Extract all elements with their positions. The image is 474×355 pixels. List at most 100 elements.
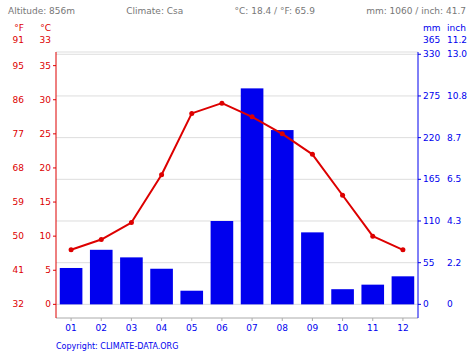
bar	[392, 276, 415, 304]
y-tick	[53, 202, 56, 203]
y2-alt-unit: inch	[447, 23, 466, 33]
point	[69, 247, 74, 252]
x-tick-label: 03	[126, 323, 137, 333]
y-axis-line	[56, 52, 57, 318]
y2-tick-label: 275	[423, 91, 440, 101]
bar	[331, 289, 354, 304]
y2-tick-label: 110	[423, 216, 440, 226]
y-alt-tick-label: 77	[13, 129, 24, 139]
x-tick	[372, 318, 373, 321]
x-tick-label: 01	[65, 323, 76, 333]
x-tick	[312, 318, 313, 321]
grid-line	[56, 220, 418, 221]
y2-tick-label: 220	[423, 133, 440, 143]
y-tick-label: 30	[40, 95, 52, 105]
y2-alt-tick-label: 0	[447, 299, 453, 309]
y-tick-label: 20	[40, 163, 52, 173]
y2-alt-max: 11.2	[447, 35, 467, 45]
y-alt-tick-label: 59	[13, 197, 25, 207]
x-axis-line	[56, 318, 418, 319]
bar	[361, 285, 384, 305]
y-tick-label: 0	[45, 299, 51, 309]
y-tick	[53, 270, 56, 271]
y2-tick-label: 165	[423, 174, 440, 184]
y-alt-unit: °F	[14, 23, 24, 33]
y2-alt-tick-label: 2.2	[447, 258, 461, 268]
y2-alt-tick-label: 13.0	[447, 49, 467, 59]
y-alt-tick-label: 32	[13, 299, 24, 309]
x-tick	[131, 318, 132, 321]
bar	[90, 250, 113, 305]
annotation: mm: 1060 / inch: 41.7	[366, 6, 466, 16]
x-tick-label: 06	[216, 323, 228, 333]
x-tick	[101, 318, 102, 321]
y2-tick	[418, 262, 421, 263]
x-tick	[221, 318, 222, 321]
bar	[60, 268, 83, 304]
frame-top	[56, 52, 418, 53]
x-tick-label: 05	[186, 323, 197, 333]
y2-axis-line	[418, 52, 419, 318]
x-tick-label: 07	[246, 323, 257, 333]
y-tick	[53, 99, 56, 100]
y2-tick-label: 330	[423, 49, 440, 59]
point	[280, 131, 285, 136]
x-tick	[282, 318, 283, 321]
bar	[211, 221, 234, 304]
grid-line	[56, 95, 418, 96]
point	[99, 237, 104, 242]
x-tick	[402, 318, 403, 321]
grid-line	[56, 54, 418, 55]
y2-tick-label: 0	[423, 299, 429, 309]
point	[189, 111, 194, 116]
y2-alt-tick-label: 4.3	[447, 216, 461, 226]
point	[129, 220, 134, 225]
y2-alt-tick-label: 8.7	[447, 133, 461, 143]
annotation: °C: 18.4 / °F: 65.9	[235, 6, 316, 16]
y-tick-label: 10	[40, 231, 52, 241]
y-alt-tick-label: 50	[13, 231, 25, 241]
y-tick	[53, 236, 56, 237]
y-alt-tick-label: 95	[13, 61, 24, 71]
y2-tick	[418, 179, 421, 180]
y-tick	[53, 65, 56, 66]
y-tick	[53, 304, 56, 305]
y2-tick	[418, 54, 421, 55]
x-tick-label: 10	[337, 323, 349, 333]
point	[400, 247, 405, 252]
x-tick-label: 08	[277, 323, 289, 333]
y2-tick	[418, 95, 421, 96]
y2-tick	[418, 137, 421, 138]
grid-line	[56, 179, 418, 180]
annotation: Climate: Csa	[126, 6, 183, 16]
x-tick	[252, 318, 253, 321]
x-tick	[71, 318, 72, 321]
point	[219, 101, 224, 106]
y-alt-max: 91	[13, 35, 24, 45]
y2-alt-tick-label: 6.5	[447, 174, 461, 184]
bar	[301, 232, 324, 304]
y-alt-tick-label: 68	[13, 163, 25, 173]
y2-tick	[418, 220, 421, 221]
x-tick-label: 12	[397, 323, 408, 333]
y-alt-tick-label: 86	[13, 95, 25, 105]
point	[159, 172, 164, 177]
y2-max: 365	[423, 35, 440, 45]
y-max: 33	[40, 35, 51, 45]
point	[310, 152, 315, 157]
bar	[180, 291, 203, 305]
source: Copyright: CLIMATE-DATA.ORG	[56, 342, 178, 351]
y-unit: °C	[40, 23, 51, 33]
page: {"chart_data": { "type": "bar", "categor…	[0, 0, 474, 355]
bar	[120, 257, 143, 304]
x-tick	[342, 318, 343, 321]
y-alt-tick-label: 41	[13, 265, 24, 275]
x-tick-label: 02	[96, 323, 107, 333]
y-tick-label: 15	[40, 197, 51, 207]
x-tick-label: 04	[156, 323, 168, 333]
y2-unit: mm	[423, 23, 441, 33]
x-tick	[161, 318, 162, 321]
plot-area	[60, 88, 414, 304]
y-tick	[53, 133, 56, 134]
annotation: Altitude: 856m	[8, 6, 75, 16]
